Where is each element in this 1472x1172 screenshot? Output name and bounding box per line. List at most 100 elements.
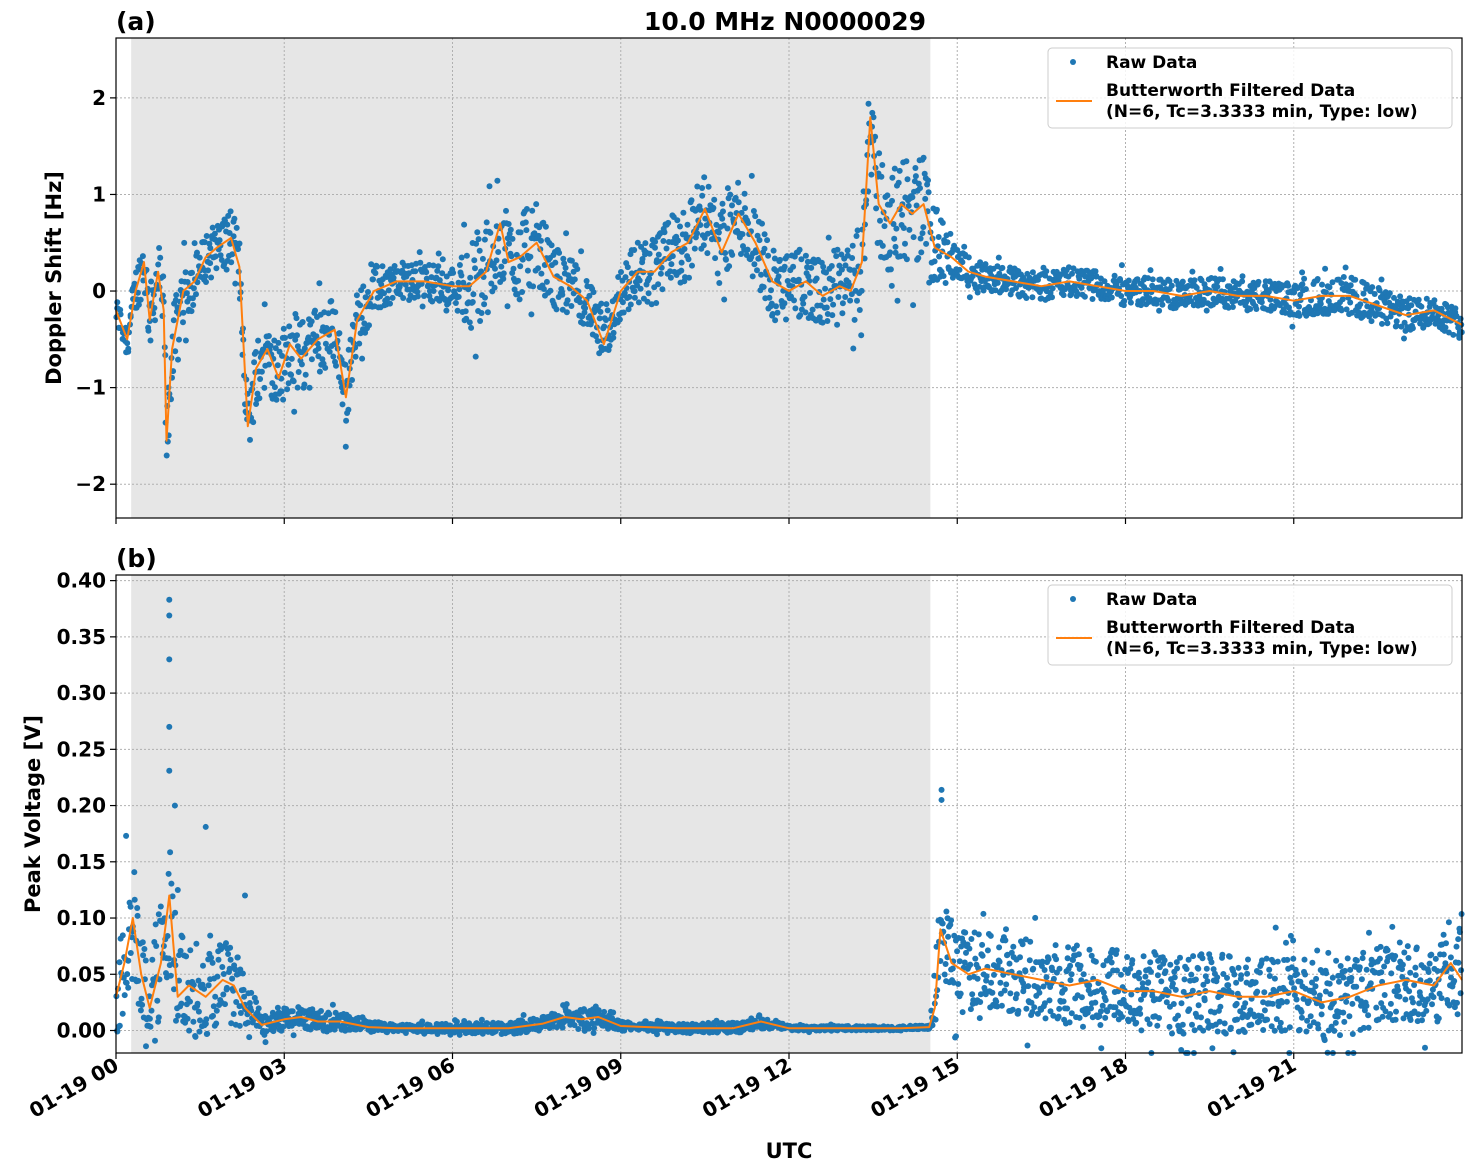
doppler-raw-point bbox=[131, 280, 138, 287]
doppler-raw-point bbox=[1296, 312, 1303, 319]
doppler-raw-point bbox=[146, 318, 153, 324]
voltage-raw-point bbox=[1453, 943, 1460, 950]
voltage-raw-point bbox=[1412, 972, 1419, 979]
voltage-raw-point bbox=[1309, 959, 1316, 966]
voltage-raw-point bbox=[1179, 1021, 1186, 1028]
voltage-raw-point bbox=[1191, 1027, 1198, 1034]
doppler-raw-point bbox=[621, 289, 628, 296]
doppler-raw-point bbox=[744, 246, 751, 253]
doppler-raw-point bbox=[1329, 279, 1336, 286]
doppler-raw-point bbox=[436, 277, 443, 284]
doppler-raw-point bbox=[637, 285, 644, 292]
voltage-raw-point bbox=[1088, 1005, 1094, 1012]
voltage-y-tick-label: 0.05 bbox=[57, 962, 106, 986]
doppler-raw-point bbox=[590, 289, 597, 296]
doppler-raw-point bbox=[1452, 305, 1459, 312]
doppler-raw-point bbox=[618, 269, 624, 275]
voltage-raw-point bbox=[228, 1020, 235, 1027]
doppler-raw-point bbox=[774, 309, 781, 316]
doppler-raw-point bbox=[223, 266, 230, 273]
doppler-raw-point bbox=[1339, 296, 1346, 303]
voltage-raw-point bbox=[996, 944, 1003, 951]
doppler-raw-point bbox=[333, 362, 339, 369]
doppler-raw-point bbox=[678, 259, 685, 266]
doppler-raw-point bbox=[839, 300, 846, 307]
doppler-raw-point bbox=[925, 177, 931, 184]
doppler-raw-point bbox=[872, 133, 879, 140]
doppler-raw-point bbox=[895, 179, 902, 186]
doppler-raw-point bbox=[266, 361, 272, 368]
doppler-raw-point bbox=[909, 194, 916, 201]
doppler-raw-point bbox=[568, 257, 575, 264]
voltage-raw-point bbox=[1186, 1006, 1193, 1013]
voltage-raw-spike-point bbox=[938, 796, 945, 803]
voltage-raw-point bbox=[1293, 996, 1300, 1003]
doppler-raw-point bbox=[677, 223, 683, 230]
doppler-raw-point bbox=[414, 293, 421, 300]
voltage-raw-point bbox=[456, 1031, 463, 1038]
doppler-raw-point bbox=[625, 306, 632, 313]
doppler-raw-point bbox=[301, 345, 308, 352]
doppler-raw-point bbox=[308, 356, 315, 363]
doppler-raw-point bbox=[631, 247, 638, 253]
doppler-raw-point bbox=[435, 263, 442, 270]
voltage-raw-point bbox=[214, 973, 221, 980]
voltage-raw-point bbox=[167, 972, 174, 979]
doppler-raw-point bbox=[564, 297, 571, 304]
voltage-raw-point bbox=[201, 985, 208, 992]
doppler-raw-point bbox=[582, 305, 589, 312]
voltage-raw-spike-point bbox=[938, 786, 945, 793]
voltage-raw-point bbox=[1337, 963, 1344, 969]
doppler-raw-point bbox=[194, 249, 200, 256]
voltage-raw-point bbox=[195, 977, 202, 984]
voltage-raw-point bbox=[1156, 1015, 1162, 1021]
figure-title: 10.0 MHz N0000029 bbox=[644, 7, 926, 36]
doppler-raw-point bbox=[1101, 278, 1108, 285]
doppler-raw-point bbox=[1127, 299, 1134, 306]
voltage-raw-point bbox=[563, 1001, 570, 1008]
voltage-raw-point bbox=[1242, 1000, 1249, 1007]
doppler-raw-point bbox=[574, 266, 581, 272]
voltage-raw-point bbox=[1340, 1009, 1347, 1016]
doppler-raw-point bbox=[191, 240, 198, 247]
doppler-raw-point bbox=[313, 333, 320, 340]
doppler-raw-point bbox=[345, 406, 352, 413]
doppler-raw-point bbox=[751, 261, 758, 268]
voltage-raw-point bbox=[194, 1000, 201, 1007]
doppler-raw-point bbox=[552, 259, 559, 266]
voltage-y-tick-label: 0.35 bbox=[57, 625, 106, 649]
doppler-raw-point bbox=[961, 243, 968, 250]
doppler-raw-point bbox=[1075, 291, 1082, 298]
doppler-raw-point bbox=[1076, 275, 1083, 282]
voltage-raw-point bbox=[1180, 1030, 1187, 1037]
voltage-raw-point bbox=[1158, 978, 1165, 985]
voltage-raw-point bbox=[1183, 966, 1190, 972]
voltage-raw-point bbox=[1290, 937, 1297, 944]
voltage-raw-point bbox=[1402, 996, 1409, 1003]
doppler-raw-point bbox=[851, 316, 858, 323]
voltage-raw-point bbox=[1440, 931, 1447, 938]
doppler-raw-point bbox=[522, 219, 529, 226]
doppler-raw-point bbox=[1165, 297, 1172, 304]
doppler-raw-point bbox=[521, 242, 528, 249]
doppler-raw-point bbox=[663, 245, 670, 252]
doppler-raw-point bbox=[251, 359, 258, 366]
voltage-raw-point bbox=[1119, 1013, 1126, 1020]
doppler-raw-point bbox=[473, 240, 480, 247]
doppler-raw-point bbox=[362, 294, 369, 301]
doppler-raw-point bbox=[288, 371, 295, 378]
doppler-raw-point bbox=[469, 299, 476, 305]
doppler-raw-point bbox=[443, 307, 450, 314]
doppler-raw-point bbox=[285, 380, 292, 387]
doppler-raw-point bbox=[294, 343, 301, 350]
doppler-raw-point bbox=[342, 361, 349, 368]
doppler-raw-point bbox=[308, 318, 315, 325]
doppler-raw-point bbox=[956, 266, 963, 273]
voltage-raw-point bbox=[967, 1006, 974, 1013]
voltage-raw-point bbox=[1337, 1032, 1343, 1039]
doppler-raw-point bbox=[593, 333, 599, 340]
doppler-raw-point bbox=[873, 205, 880, 212]
doppler-raw-point bbox=[458, 272, 465, 279]
doppler-raw-point bbox=[939, 219, 946, 226]
voltage-raw-point bbox=[1128, 991, 1135, 998]
